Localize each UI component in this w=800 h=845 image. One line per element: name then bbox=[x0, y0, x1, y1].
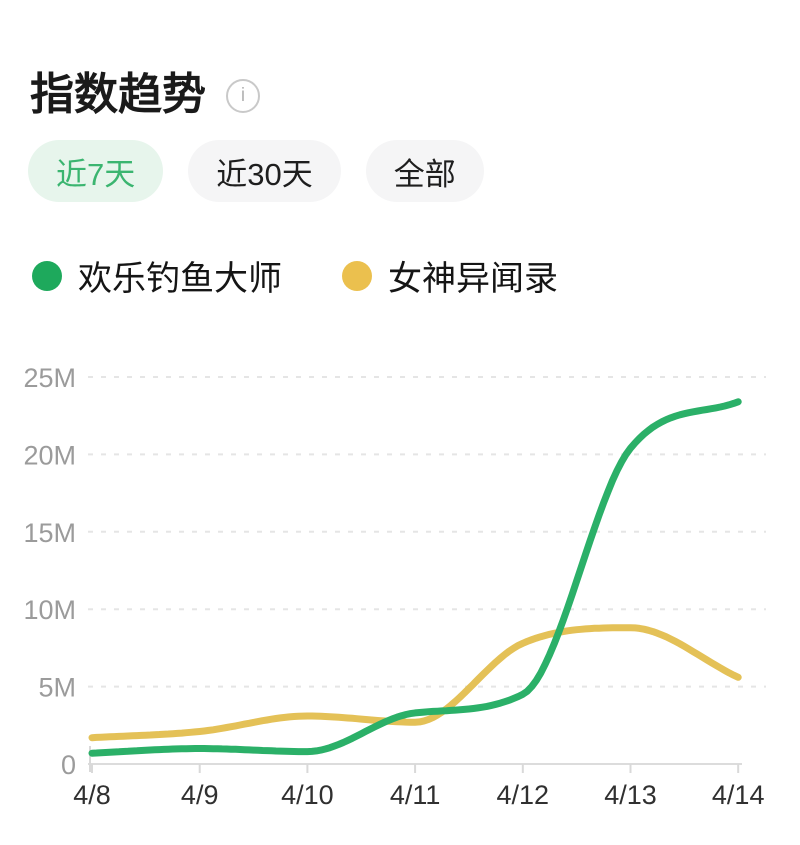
tab-last-7-days[interactable]: 近7天 bbox=[28, 140, 164, 202]
x-axis-label: 4/13 bbox=[604, 780, 657, 810]
y-axis-label: 0 bbox=[61, 750, 76, 780]
tab-last-30-days[interactable]: 近30天 bbox=[188, 140, 341, 202]
legend-dot-green-icon bbox=[32, 260, 62, 291]
series-line-green bbox=[88, 398, 742, 757]
x-axis-label: 4/12 bbox=[497, 780, 550, 810]
y-axis-label: 5M bbox=[38, 673, 76, 703]
legend-item-series-1[interactable]: 欢乐钓鱼大师 bbox=[32, 251, 282, 300]
page-title: 指数趋势 bbox=[30, 70, 206, 120]
x-axis-label: 4/14 bbox=[712, 780, 765, 810]
legend-label-series-1: 欢乐钓鱼大师 bbox=[78, 260, 282, 298]
y-axis-label: 10M bbox=[23, 595, 76, 625]
chart-legend: 欢乐钓鱼大师 女神异闻录 bbox=[32, 251, 558, 300]
tab-all[interactable]: 全部 bbox=[365, 140, 484, 202]
y-axis-label: 20M bbox=[23, 440, 76, 470]
header: 指数趋势 i bbox=[30, 42, 260, 149]
legend-label-series-2: 女神异闻录 bbox=[388, 260, 558, 298]
x-axis-label: 4/10 bbox=[281, 780, 334, 810]
time-range-tabs: 近7天 近30天 全部 bbox=[28, 140, 484, 202]
legend-item-series-2[interactable]: 女神异闻录 bbox=[342, 251, 558, 300]
legend-dot-yellow-icon bbox=[342, 260, 372, 291]
x-axis-label: 4/8 bbox=[73, 780, 111, 810]
x-axis-label: 4/11 bbox=[390, 780, 441, 810]
y-axis-label: 15M bbox=[23, 518, 76, 548]
series-line-yellow bbox=[88, 624, 742, 742]
x-axis-label: 4/9 bbox=[181, 780, 219, 810]
info-icon[interactable]: i bbox=[226, 78, 260, 113]
y-axis-label: 25M bbox=[23, 363, 76, 393]
